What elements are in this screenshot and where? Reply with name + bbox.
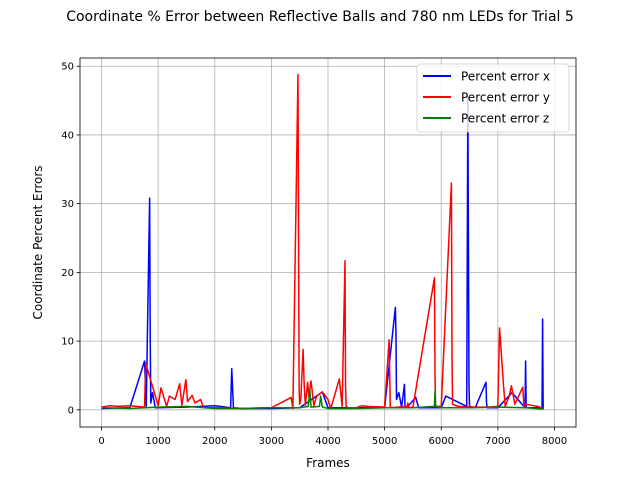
y-tick-label: 50 xyxy=(61,62,74,73)
series-lines xyxy=(101,73,544,410)
chart-title: Coordinate % Error between Reflective Ba… xyxy=(66,9,574,25)
legend-box xyxy=(416,63,570,133)
y-axis-label: Coordinate Percent Errors xyxy=(31,165,45,319)
legend-label-2: Percent error y xyxy=(461,91,550,105)
x-axis-ticks: 0 1000 2000 3000 4000 5000 6000 7000 8000 xyxy=(98,427,567,447)
x-tick-label: 1000 xyxy=(145,436,170,447)
series-line-3 xyxy=(101,389,544,410)
y-tick-label: 10 xyxy=(61,337,74,348)
x-tick-label: 2000 xyxy=(202,436,227,447)
x-tick-label: 5000 xyxy=(372,436,397,447)
y-tick-label: 20 xyxy=(61,268,74,279)
y-axis-ticks: 0 10 20 30 40 50 xyxy=(61,62,80,416)
x-axis-label: Frames xyxy=(306,456,350,470)
x-tick-label: 0 xyxy=(98,436,104,447)
y-tick-label: 0 xyxy=(68,405,74,416)
x-tick-label: 4000 xyxy=(315,436,340,447)
y-tick-label: 30 xyxy=(61,199,74,210)
legend-label-3: Percent error z xyxy=(461,112,549,126)
legend-label-1: Percent error x xyxy=(461,70,550,84)
x-tick-label: 6000 xyxy=(429,436,454,447)
x-tick-label: 8000 xyxy=(542,436,567,447)
x-tick-label: 7000 xyxy=(485,436,510,447)
legend: Percent error x Percent error y Percent er… xyxy=(416,63,570,133)
x-tick-label: 3000 xyxy=(259,436,284,447)
y-tick-label: 40 xyxy=(61,130,74,141)
